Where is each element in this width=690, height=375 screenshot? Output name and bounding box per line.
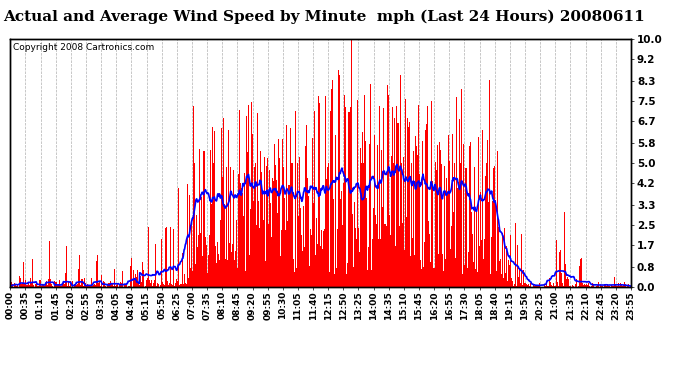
Text: Actual and Average Wind Speed by Minute  mph (Last 24 Hours) 20080611: Actual and Average Wind Speed by Minute …	[3, 9, 645, 24]
Text: Copyright 2008 Cartronics.com: Copyright 2008 Cartronics.com	[14, 43, 155, 52]
